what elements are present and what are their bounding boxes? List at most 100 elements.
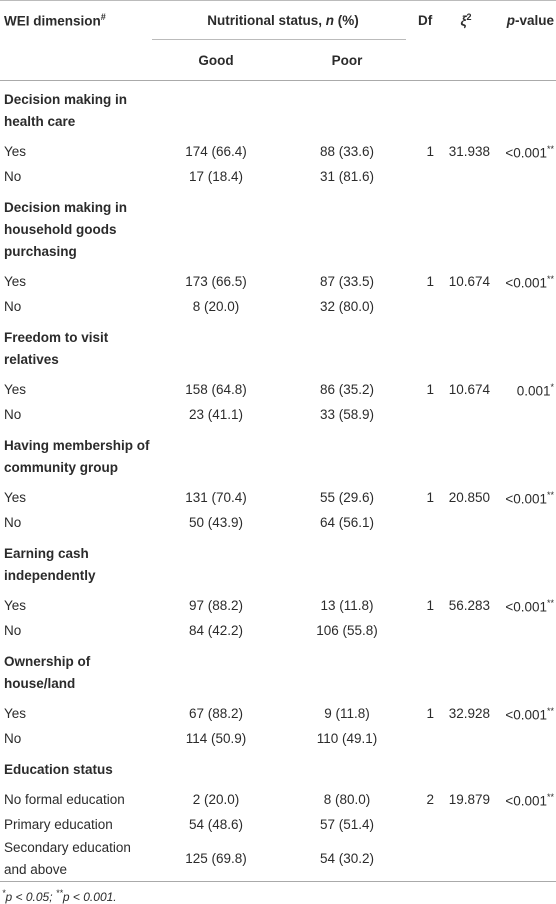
row-label: Yes — [4, 489, 27, 505]
cell — [436, 164, 492, 189]
group-row: Decision making in health care — [0, 81, 556, 140]
group-row: Freedom to visit relatives — [0, 319, 556, 377]
header-mark: # — [100, 12, 106, 23]
header-text: WEI dimension — [4, 13, 101, 29]
p-cell — [492, 510, 556, 535]
p-mark: * — [550, 382, 555, 393]
header-cell — [412, 40, 437, 81]
footnote-text: p < 0.05; — [5, 890, 56, 904]
data-row: Yes 158 (64.8) 86 (35.2) 1 10.674 0.001* — [0, 377, 556, 402]
p-mark: ** — [547, 274, 555, 285]
group-row: Ownership of house/land — [0, 643, 556, 701]
poor-cell: 88 (33.6) — [319, 143, 375, 159]
cell — [436, 81, 492, 140]
poor-cell: 8 (80.0) — [323, 791, 371, 807]
good-cell: 54 (48.6) — [188, 816, 244, 832]
row-label: No — [4, 298, 22, 314]
footnote-mark: ** — [55, 888, 63, 898]
good-cell: 114 (50.9) — [185, 730, 247, 746]
p-value: <0.001 — [505, 275, 547, 291]
p-value: <0.001 — [505, 599, 547, 615]
df-cell: 1 — [426, 381, 435, 397]
p-cell: <0.001** — [492, 593, 556, 618]
cell — [150, 189, 278, 269]
cell — [278, 535, 412, 593]
p-value: <0.001 — [505, 707, 547, 723]
group-row: Education status — [0, 751, 556, 787]
good-cell: 173 (66.5) — [185, 273, 247, 289]
header-row: Good Poor — [0, 40, 556, 81]
p-mark: ** — [547, 490, 555, 501]
p-cell: <0.001** — [492, 787, 556, 812]
cell — [436, 726, 492, 751]
cell — [150, 643, 278, 701]
row-label: Yes — [4, 273, 27, 289]
row-label: No — [4, 622, 22, 638]
cell — [436, 618, 492, 643]
p-mark: ** — [547, 598, 555, 609]
p-cell — [492, 726, 556, 751]
data-row: Secondary education and above 125 (69.8) 5… — [0, 837, 556, 882]
row-label: Yes — [4, 705, 27, 721]
cell — [150, 81, 278, 140]
cell — [412, 837, 436, 882]
df-cell: 2 — [426, 791, 435, 807]
header-cell — [0, 40, 150, 81]
good-cell: 23 (41.1) — [188, 406, 244, 422]
header-cell: Nutritional status, n (%) — [150, 1, 412, 40]
cell — [436, 643, 492, 701]
row-label: No — [4, 168, 22, 184]
cell — [436, 510, 492, 535]
header-text: Good — [198, 52, 234, 68]
good-cell: 125 (69.8) — [185, 851, 247, 866]
rule — [152, 39, 407, 40]
good-cell: 84 (42.2) — [188, 622, 244, 638]
data-row: No formal education 2 (20.0) 8 (80.0) 2 19.8… — [0, 787, 556, 812]
data-row: Yes 174 (66.4) 88 (33.6) 1 31.938 <0.001** — [0, 139, 556, 164]
chi-cell: 10.674 — [448, 273, 491, 289]
cell — [492, 81, 556, 140]
p-value: <0.001 — [505, 793, 547, 809]
cell — [436, 319, 492, 377]
data-row: Primary education 54 (48.6) 57 (51.4) — [0, 812, 556, 837]
header-text: p — [506, 13, 515, 28]
header-cell: ξ2 — [436, 1, 492, 41]
cell — [492, 643, 556, 701]
p-cell — [492, 164, 556, 189]
cell — [492, 535, 556, 593]
cell — [278, 643, 412, 701]
footnote-mark: * — [2, 888, 6, 898]
p-value: <0.001 — [505, 491, 547, 507]
header-text: Nutritional status, — [207, 13, 326, 28]
header-cell: WEI dimension# — [0, 1, 150, 41]
cell — [412, 751, 436, 787]
good-cell: 67 (88.2) — [188, 705, 244, 721]
cell — [412, 618, 436, 643]
p-cell — [492, 618, 556, 643]
df-cell: 1 — [426, 597, 435, 613]
cell — [436, 294, 492, 319]
cell — [436, 837, 492, 882]
data-row: Yes 131 (70.4) 55 (29.6) 1 20.850 <0.001** — [0, 485, 556, 510]
cell — [412, 319, 436, 377]
cell — [412, 164, 436, 189]
good-cell: 158 (64.8) — [185, 381, 247, 397]
p-value: <0.001 — [505, 145, 547, 161]
data-row: Yes 97 (88.2) 13 (11.8) 1 56.283 <0.001** — [0, 593, 556, 618]
cell — [436, 427, 492, 485]
cell — [278, 427, 412, 485]
data-row: No 17 (18.4) 31 (81.6) — [0, 164, 556, 189]
poor-cell: 9 (11.8) — [324, 705, 370, 721]
cell — [278, 189, 412, 269]
p-cell — [492, 294, 556, 319]
footnote: *p < 0.05; **p < 0.001. — [2, 888, 556, 904]
p-cell — [492, 402, 556, 427]
cell — [492, 189, 556, 269]
group-title: Freedom to visit relatives — [4, 330, 109, 367]
good-cell: 17 (18.4) — [188, 168, 244, 184]
cell — [412, 402, 436, 427]
cell — [412, 81, 436, 140]
group-title: Education status — [4, 762, 113, 777]
good-cell: 50 (43.9) — [188, 514, 244, 530]
